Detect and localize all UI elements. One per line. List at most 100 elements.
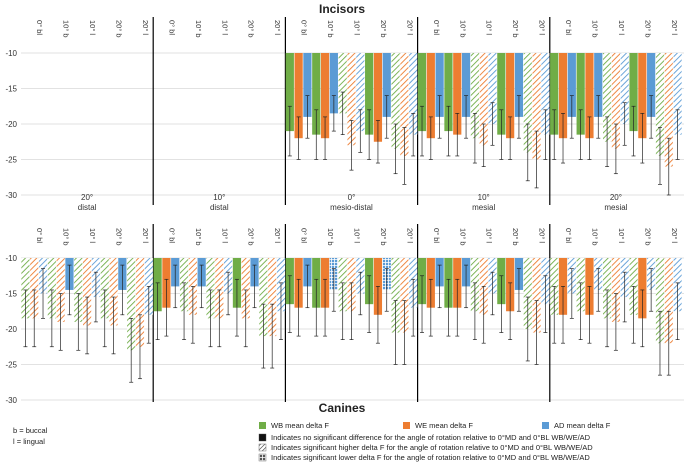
bar-wb (391, 53, 400, 149)
bar-wb (523, 258, 532, 329)
bar-ad (488, 53, 497, 124)
category-label: 0° bl (432, 20, 441, 35)
group-label-direction: distal (210, 203, 229, 212)
legend-no-difference-swatch (258, 433, 267, 442)
y-tick-label: -15 (5, 290, 17, 299)
bar-we (506, 53, 515, 139)
bar-ad (647, 53, 656, 117)
legend-label-we: WE mean delta F (415, 421, 473, 430)
category-label: 10° b (458, 228, 467, 246)
panel-title: Canines (319, 401, 366, 415)
bar-we (664, 258, 673, 344)
y-tick-label: -30 (5, 396, 17, 405)
group-label-angle: 20° (610, 193, 622, 202)
category-label: 10° b (590, 228, 599, 246)
bar-we (532, 258, 541, 333)
category-label: 20° l (670, 20, 679, 35)
category-label: 10° l (353, 20, 362, 35)
bar-wb (21, 258, 30, 319)
chart-layer: Incisors -10 -15 -20 -25 -30 0° bl 10° b 10° l 20… (5, 2, 684, 415)
bar-wb (470, 53, 479, 139)
category-label: 0° bl (35, 228, 44, 243)
bar-wb (338, 53, 347, 114)
category-label: 10° l (353, 228, 362, 243)
y-tick-label: -10 (5, 49, 17, 58)
bar-ad (382, 53, 391, 117)
legend-higher-label: Indicates significant higher delta F for… (271, 443, 593, 452)
bar-wb (259, 258, 268, 337)
category-label: 20° b (511, 228, 520, 246)
category-label: 10° b (62, 20, 71, 38)
bar-we (479, 53, 488, 146)
legend-swatch-we (403, 422, 410, 429)
bar-we (400, 53, 409, 156)
legend-swatch-wb (259, 422, 266, 429)
bar-we (56, 258, 65, 322)
bar-we (320, 53, 330, 139)
bar-wb (497, 53, 506, 135)
y-tick-label: -10 (5, 254, 17, 263)
category-label: 20° l (405, 228, 414, 243)
category-label: 20° b (643, 20, 652, 38)
bar-wb (100, 258, 109, 319)
category-label: 10° l (220, 228, 229, 243)
bar-we (664, 53, 673, 167)
bar-ad (303, 53, 312, 117)
bar-ad (435, 53, 444, 117)
bar-ad (329, 53, 338, 114)
bar-we (373, 53, 383, 142)
bar-we (268, 258, 277, 337)
group-label-angle: 10° (478, 193, 490, 202)
group-label-direction: mesial (604, 203, 627, 212)
legend-higher-swatch (258, 443, 267, 452)
bar-we (294, 53, 303, 139)
group-label-direction: mesial (472, 203, 495, 212)
category-label: 20° b (379, 20, 388, 38)
bar-wb (655, 258, 665, 344)
bar-wb (285, 53, 294, 132)
bar-ad (356, 53, 365, 132)
category-label: 20° l (273, 228, 282, 243)
category-label: 10° b (326, 228, 335, 246)
category-label: 0° bl (300, 20, 309, 35)
legend-lower-label: Indicates significant lower delta F for … (271, 453, 590, 462)
bar-we (585, 53, 594, 139)
bar-ad (567, 53, 576, 117)
category-label: 20° l (141, 20, 150, 35)
y-tick-label: -20 (5, 325, 17, 334)
bar-we (400, 258, 409, 333)
bar-wb (47, 258, 56, 319)
group-label-direction: distal (78, 203, 97, 212)
legend: WB mean delta F WE mean delta F AD mean de… (13, 421, 611, 462)
category-label: 20° b (247, 20, 256, 38)
bar-wb (391, 258, 400, 333)
bar-wb (444, 53, 453, 132)
group-label-direction: mesio-distal (330, 203, 373, 212)
bar-wb (629, 53, 638, 132)
bar-we (611, 258, 620, 322)
bar-wb (603, 53, 612, 142)
category-label: 20° l (141, 228, 150, 243)
bar-wb (206, 258, 215, 319)
y-tick-label: -30 (5, 191, 17, 200)
category-label: 0° bl (35, 20, 44, 35)
category-label: 20° l (273, 20, 282, 35)
bar-ad (409, 53, 418, 135)
group-label-angle: 20° (81, 193, 93, 202)
bar-we (532, 53, 541, 160)
category-label: 10° l (617, 20, 626, 35)
bar-wb (127, 258, 136, 351)
bar-wb (417, 53, 427, 132)
bar-wb (603, 258, 612, 319)
category-label: 10° l (617, 228, 626, 243)
category-label: 0° bl (167, 20, 176, 35)
category-label: 20° l (405, 20, 414, 35)
bar-ad (594, 53, 603, 117)
category-label: 10° l (88, 20, 97, 35)
bar-we (83, 258, 92, 326)
bar-we (109, 258, 118, 326)
category-label: 20° l (670, 228, 679, 243)
category-label: 20° b (247, 228, 256, 246)
bar-we (638, 53, 647, 139)
category-label: 10° b (458, 20, 467, 38)
